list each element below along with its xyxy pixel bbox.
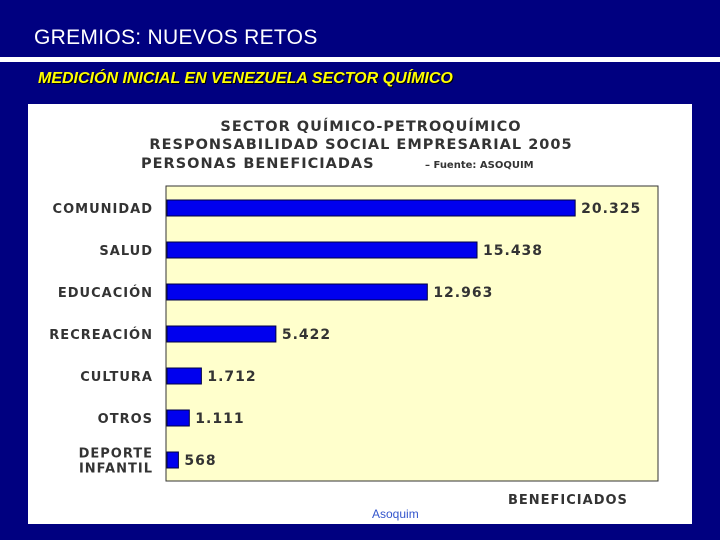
category-label-line: RECREACIÓN bbox=[49, 327, 153, 343]
category-label-line: EDUCACIÓN bbox=[58, 285, 153, 301]
title-divider bbox=[0, 57, 720, 62]
chart-title-line-1: SECTOR QUÍMICO-PETROQUÍMICO bbox=[220, 118, 521, 135]
category-label: COMUNIDAD bbox=[53, 202, 153, 217]
bar bbox=[166, 451, 179, 469]
slide-subtitle: MEDICIÓN INICIAL EN VENEZUELA SECTOR QUÍ… bbox=[38, 70, 453, 87]
category-label-line: SALUD bbox=[99, 244, 153, 259]
bar bbox=[166, 283, 428, 301]
chart-title-line-3: PERSONAS BENEFICIADAS bbox=[141, 156, 375, 172]
bar-value-label: 5.422 bbox=[282, 327, 331, 343]
bar-value-label: 1.712 bbox=[207, 369, 256, 385]
category-label: CULTURA bbox=[80, 370, 153, 385]
bar-value-label: 12.963 bbox=[433, 285, 493, 301]
bar bbox=[166, 367, 202, 385]
bar bbox=[166, 325, 277, 343]
category-label-line: COMUNIDAD bbox=[53, 202, 153, 217]
category-label-line: CULTURA bbox=[80, 370, 153, 385]
category-label-line: INFANTIL bbox=[79, 462, 153, 477]
footer-source: Asoquim bbox=[372, 507, 419, 521]
chart-title-line-2: RESPONSABILIDAD SOCIAL EMPRESARIAL 2005 bbox=[149, 137, 572, 153]
x-axis-label: BENEFICIADOS bbox=[508, 493, 628, 508]
category-label: DEPORTE INFANTIL bbox=[79, 447, 153, 477]
bar-value-label: 15.438 bbox=[483, 243, 543, 259]
bar-value-label: 1.111 bbox=[195, 411, 244, 427]
bar bbox=[166, 199, 576, 217]
bar-chart: SECTOR QUÍMICO-PETROQUÍMICO RESPONSABILI… bbox=[49, 118, 659, 508]
category-label-line: DEPORTE bbox=[79, 447, 153, 462]
bar-value-label: 568 bbox=[184, 453, 216, 469]
category-label: SALUD bbox=[99, 244, 153, 259]
chart-card: SECTOR QUÍMICO-PETROQUÍMICO RESPONSABILI… bbox=[28, 104, 692, 524]
category-label-line: OTROS bbox=[98, 412, 153, 427]
category-label: RECREACIÓN bbox=[49, 327, 153, 343]
chart-marks: 20.325 COMUNIDAD 15.438 SALUD 12.963 EDUCACIÓ… bbox=[49, 199, 641, 477]
slide-title: GREMIOS: NUEVOS RETOS bbox=[34, 26, 318, 49]
bar-value-label: 20.325 bbox=[581, 201, 641, 217]
category-label: EDUCACIÓN bbox=[58, 285, 153, 301]
chart-source-note: – Fuente: ASOQUIM bbox=[425, 160, 534, 171]
category-label: OTROS bbox=[98, 412, 153, 427]
bar bbox=[166, 241, 478, 259]
bar bbox=[166, 409, 190, 427]
